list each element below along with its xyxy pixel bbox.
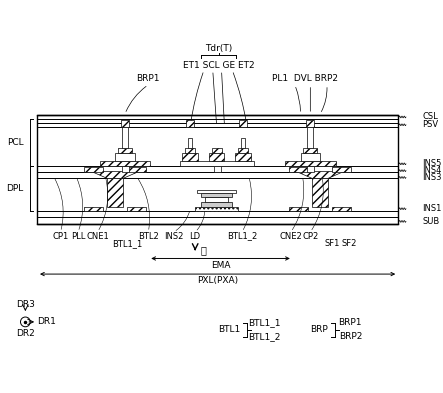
Bar — [122, 127, 128, 148]
Bar — [289, 167, 308, 172]
Text: SF1: SF1 — [324, 239, 339, 248]
Bar — [303, 148, 317, 153]
Text: PLL: PLL — [71, 231, 85, 241]
Bar — [235, 153, 251, 161]
Text: INS2: INS2 — [164, 231, 183, 241]
Bar — [209, 153, 225, 161]
Bar — [107, 178, 123, 207]
Text: PCL: PCL — [7, 138, 23, 147]
Bar — [212, 148, 222, 153]
Text: ET1 SCL GE ET2: ET1 SCL GE ET2 — [183, 61, 254, 70]
Bar — [187, 120, 194, 127]
Bar — [239, 120, 247, 127]
Text: BTL1_2: BTL1_2 — [248, 332, 281, 341]
Bar — [197, 190, 236, 193]
Text: CSL: CSL — [423, 112, 438, 121]
Text: INS5: INS5 — [423, 159, 442, 168]
Text: DR3: DR3 — [16, 300, 35, 309]
Bar — [121, 120, 129, 127]
Bar — [205, 197, 228, 202]
Text: BRP1: BRP1 — [338, 318, 362, 327]
Text: 光: 光 — [200, 245, 206, 255]
Bar — [332, 167, 351, 172]
Bar — [186, 148, 195, 153]
Text: PXL(PXA): PXL(PXA) — [197, 276, 238, 285]
Bar — [84, 207, 104, 211]
Text: PL1  DVL BRP2: PL1 DVL BRP2 — [272, 74, 338, 83]
Polygon shape — [92, 172, 139, 178]
Bar — [122, 166, 129, 172]
Bar — [241, 138, 245, 148]
Text: EMA: EMA — [211, 261, 230, 270]
Bar — [289, 207, 308, 211]
Bar — [332, 207, 351, 211]
Bar — [37, 115, 398, 224]
Bar — [300, 153, 320, 161]
Bar — [127, 167, 146, 172]
Text: BTL2: BTL2 — [138, 231, 159, 241]
Bar — [84, 167, 104, 172]
Bar — [285, 161, 336, 166]
Bar — [183, 153, 198, 161]
Bar — [127, 207, 146, 211]
Text: CNE2: CNE2 — [280, 231, 302, 241]
Bar — [238, 148, 248, 153]
Bar — [115, 153, 135, 161]
Text: INS1: INS1 — [423, 204, 442, 213]
Text: PSV: PSV — [423, 120, 439, 129]
Bar — [312, 178, 328, 207]
Text: CP1: CP1 — [52, 231, 69, 241]
Text: DPL: DPL — [6, 184, 23, 193]
Bar — [179, 161, 254, 166]
Text: BTL1_1: BTL1_1 — [112, 239, 142, 248]
Text: INS3: INS3 — [423, 173, 442, 182]
Bar — [118, 148, 132, 153]
Bar — [307, 166, 314, 172]
Text: BRP1: BRP1 — [136, 74, 160, 83]
Text: BRP: BRP — [310, 325, 328, 334]
Polygon shape — [297, 172, 343, 178]
Text: CNE1: CNE1 — [86, 231, 109, 241]
Text: DR2: DR2 — [16, 329, 35, 338]
Bar — [100, 161, 150, 166]
Bar — [201, 193, 232, 197]
Text: INS4: INS4 — [423, 166, 442, 175]
Text: DR1: DR1 — [37, 318, 56, 327]
Text: BRP2: BRP2 — [338, 332, 362, 341]
Bar — [188, 138, 192, 148]
Bar — [195, 207, 238, 211]
Text: BTL1_2: BTL1_2 — [227, 231, 257, 241]
Text: SUB: SUB — [423, 217, 440, 226]
Text: SF2: SF2 — [342, 239, 357, 248]
Text: BTL1_1: BTL1_1 — [248, 318, 281, 327]
Text: Tdr(T): Tdr(T) — [205, 44, 232, 53]
Bar — [214, 166, 221, 172]
Bar — [307, 127, 313, 148]
Text: LD: LD — [190, 231, 201, 241]
Text: BTL1: BTL1 — [218, 325, 240, 334]
Bar — [201, 202, 232, 207]
Bar — [307, 120, 314, 127]
Text: CP2: CP2 — [302, 231, 319, 241]
